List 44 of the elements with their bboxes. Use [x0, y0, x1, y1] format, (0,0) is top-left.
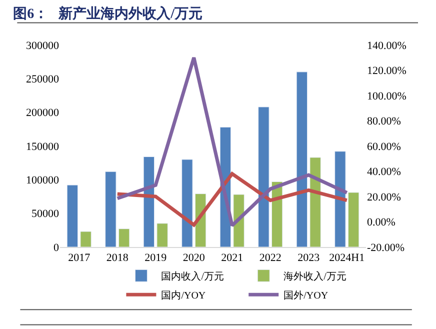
chart-title: 图6： 新产业海内外收入/万元	[13, 5, 202, 22]
y-tick-label: 50000	[32, 208, 60, 220]
bar	[66, 184, 78, 247]
line-series	[116, 172, 349, 227]
x-tick-label: 2017	[68, 252, 91, 264]
y2-tick-label: 140.00%	[367, 40, 406, 52]
bar	[156, 223, 168, 247]
bar	[105, 171, 116, 247]
y-tick-label: 0	[54, 242, 60, 254]
bar	[334, 151, 346, 247]
legend-label: 国外/YOY	[284, 290, 328, 302]
legend-label: 海外收入/万元	[284, 270, 346, 283]
y-tick-label: 150000	[26, 140, 60, 153]
bar	[80, 231, 92, 247]
y2-tick-label: 40.00%	[367, 166, 401, 178]
legend-label: 国内收入/万元	[161, 270, 224, 283]
bar	[296, 72, 308, 247]
bar	[118, 228, 130, 247]
bar	[348, 192, 360, 247]
x-tick-label: 2024H1	[329, 252, 365, 264]
bar	[182, 159, 193, 247]
y2-tick-label: 60.00%	[367, 140, 401, 153]
y2-tick-label: 100.00%	[367, 90, 406, 102]
y-tick-label: 300000	[26, 40, 60, 52]
x-tick-label: 2023	[298, 252, 320, 264]
x-tick-label: 2022	[259, 252, 282, 264]
bar	[143, 156, 155, 247]
y-tick-label: 100000	[26, 174, 60, 187]
y2-tick-label: 80.00%	[367, 116, 401, 128]
x-tick-label: 2021	[221, 252, 244, 264]
x-tick-label: 2020	[182, 252, 206, 264]
y2-tick-label: 0.00%	[367, 216, 396, 229]
bar	[258, 106, 270, 247]
bar	[310, 157, 321, 247]
y-tick-label: 250000	[26, 74, 60, 86]
bar	[233, 194, 244, 247]
line-series	[116, 56, 349, 228]
x-tick-label: 2019	[144, 252, 168, 264]
y-tick-label: 200000	[26, 107, 60, 120]
x-tick-label: 2018	[106, 252, 129, 264]
y2-tick-label: 20.00%	[367, 191, 401, 204]
y2-tick-label: -20.00%	[367, 242, 405, 254]
legend-label: 国内/YOY	[161, 290, 206, 302]
y2-tick-label: 120.00%	[367, 65, 406, 78]
